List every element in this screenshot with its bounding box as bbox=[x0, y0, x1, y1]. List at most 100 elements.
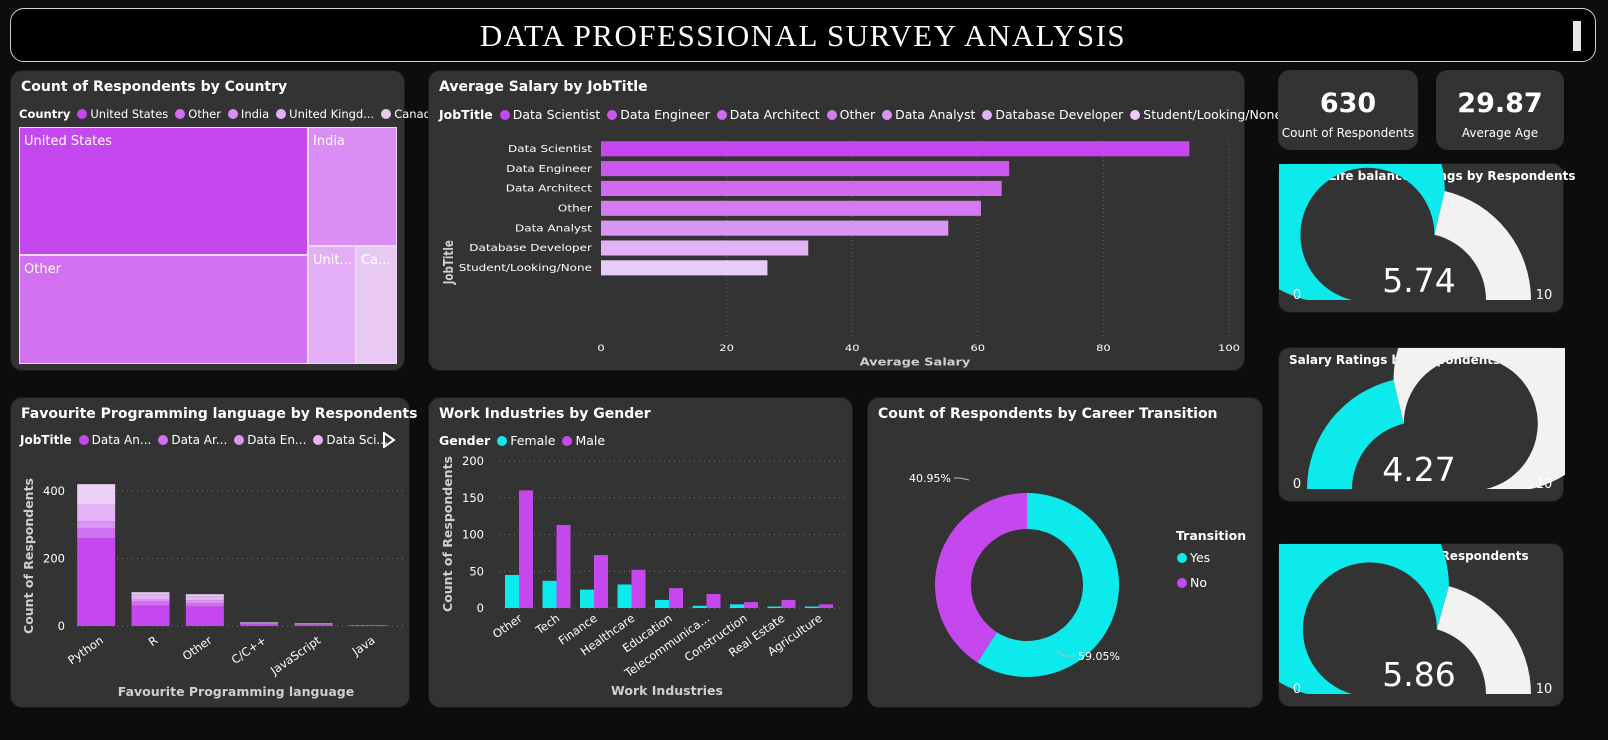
treemap-cell-label: Unit... bbox=[313, 253, 352, 268]
language-legend-item[interactable]: Data En... bbox=[234, 433, 306, 447]
country-legend-item[interactable]: Canada bbox=[381, 107, 438, 121]
industries-legend-item[interactable]: Male bbox=[562, 433, 605, 448]
language-bar-segment bbox=[240, 623, 279, 626]
language-bar-segment bbox=[77, 521, 116, 529]
dashboard-title: DATA PROFESSIONAL SURVEY ANALYSIS bbox=[479, 18, 1127, 53]
language-x-tick-label: Other bbox=[180, 633, 215, 663]
language-stacked-bar-chart[interactable]: 0 200 400 Python R Other C/C++ JavaScript Java Fa… bbox=[11, 456, 409, 706]
legend-dot-icon bbox=[562, 435, 573, 446]
language-bar-segment bbox=[77, 528, 116, 539]
salary-legend-item[interactable]: Student/Looking/None bbox=[1130, 107, 1282, 122]
industries-legend-item[interactable]: Female bbox=[497, 433, 555, 448]
language-bar-segment bbox=[240, 622, 279, 624]
industries-bar bbox=[692, 605, 707, 608]
industries-bar bbox=[505, 574, 519, 608]
country-legend-item[interactable]: Other bbox=[175, 107, 221, 121]
legend-label: Data Analyst bbox=[895, 107, 976, 122]
treemap-cell[interactable]: Unit... bbox=[308, 246, 356, 364]
career-donut-chart[interactable]: 59.05% 40.95% Transition Yes No bbox=[868, 428, 1262, 708]
country-legend-item[interactable]: India bbox=[227, 107, 269, 121]
industries-bar bbox=[631, 569, 646, 608]
language-legend: JobTitle Data An... Data Ar... Data En... D… bbox=[20, 433, 395, 447]
industries-y-axis-label: Count of Respondents bbox=[440, 456, 455, 612]
gauge-max-label: 10 bbox=[1536, 477, 1553, 492]
country-legend-item[interactable]: United Kingd... bbox=[276, 107, 374, 121]
legend-dot-icon bbox=[78, 435, 89, 445]
industries-bar bbox=[706, 594, 721, 608]
industries-bar bbox=[767, 606, 782, 608]
legend-label: Male bbox=[575, 433, 606, 448]
language-x-tick-label: Python bbox=[65, 633, 106, 667]
industries-bar bbox=[669, 588, 683, 608]
language-x-tick-label: Java bbox=[349, 633, 378, 659]
salary-bar bbox=[601, 200, 981, 216]
industries-y-tick-label: 50 bbox=[469, 564, 484, 578]
country-treemap[interactable]: United States Other India Unit... Ca... bbox=[19, 127, 397, 364]
salary-legend-title: JobTitle bbox=[439, 107, 493, 122]
salary-x-tick-label: 100 bbox=[1218, 343, 1240, 354]
industries-legend: Gender Female Male bbox=[439, 433, 612, 448]
industries-x-axis-label: Work Industries bbox=[611, 683, 723, 698]
worklife-gauge[interactable]: 5.74 0 10 bbox=[1279, 164, 1565, 314]
language-bar-segment bbox=[131, 598, 170, 602]
language-x-axis-label: Favourite Programming language bbox=[118, 684, 354, 699]
language-bar-segment bbox=[77, 504, 116, 522]
gauge-value-label: 5.74 bbox=[1382, 261, 1455, 300]
industries-x-tick-label: Other bbox=[490, 611, 525, 641]
career-chart-panel: Count of Respondents by Career Transitio… bbox=[867, 397, 1263, 708]
salary-legend-item[interactable]: Data Scientist bbox=[499, 107, 600, 122]
career-legend-title: Transition bbox=[1176, 528, 1246, 543]
language-bar-segment bbox=[131, 601, 170, 606]
salary-legend-item[interactable]: Other bbox=[826, 107, 875, 122]
salary-legend-item[interactable]: Data Engineer bbox=[607, 107, 710, 122]
salary-x-tick-label: 60 bbox=[970, 343, 985, 354]
gauge-min-label: 0 bbox=[1293, 477, 1301, 492]
industries-y-tick-label: 200 bbox=[462, 454, 484, 468]
gauge-value-label: 4.27 bbox=[1382, 450, 1455, 489]
language-bar-segment bbox=[131, 592, 170, 595]
salary-x-axis-label: Average Salary bbox=[860, 356, 971, 368]
language-legend-item[interactable]: Data Ar... bbox=[158, 433, 227, 447]
industries-chart-title: Work Industries by Gender bbox=[439, 406, 651, 422]
treemap-cell[interactable]: Other bbox=[19, 255, 308, 364]
donut-leader-line bbox=[954, 477, 970, 481]
country-legend-item[interactable]: United States bbox=[77, 107, 168, 121]
salary-legend-item[interactable]: Data Analyst bbox=[882, 107, 975, 122]
salary-x-tick-label: 40 bbox=[845, 343, 860, 354]
treemap-cell[interactable]: United States bbox=[19, 127, 308, 255]
salary-bar-chart[interactable]: 0 20 40 60 80 100 Data Scientist Data Engineer D… bbox=[429, 121, 1244, 371]
salary-y-tick-label: Data Architect bbox=[506, 183, 592, 194]
legend-next-arrow-icon[interactable] bbox=[382, 432, 396, 448]
language-legend-title: JobTitle bbox=[20, 433, 72, 447]
salary-legend-item[interactable]: Data Architect bbox=[716, 107, 820, 122]
legend-dot-icon bbox=[497, 435, 508, 446]
career-legend-item: Yes bbox=[1189, 550, 1210, 565]
industries-bar bbox=[594, 555, 608, 608]
treemap-cell[interactable]: Ca... bbox=[356, 246, 397, 364]
treemap-cell[interactable]: India bbox=[308, 127, 397, 246]
dashboard-banner: DATA PROFESSIONAL SURVEY ANALYSIS bbox=[10, 8, 1596, 62]
donut-leader-line bbox=[1056, 649, 1075, 657]
salary-legend-item[interactable]: Database Developer bbox=[982, 107, 1123, 122]
language-bar-segment bbox=[185, 603, 224, 607]
coworkers-gauge[interactable]: 5.86 0 10 bbox=[1279, 544, 1565, 708]
age-kpi-label: Average Age bbox=[1461, 126, 1539, 140]
salary-rating-gauge[interactable]: 4.27 0 10 bbox=[1279, 348, 1565, 503]
language-legend-item[interactable]: Data An... bbox=[78, 433, 151, 447]
salary-rating-gauge-panel: Salary Ratings by Respondents 4.27 0 10 bbox=[1278, 347, 1565, 503]
country-treemap-panel: Count of Respondents by Country Country … bbox=[10, 70, 438, 371]
donut-data-label: 59.05% bbox=[1078, 650, 1120, 663]
gauge-value-label: 5.86 bbox=[1382, 655, 1455, 694]
salary-bar bbox=[601, 161, 1010, 177]
country-chart-title: Count of Respondents by Country bbox=[21, 79, 288, 95]
scroll-handle[interactable] bbox=[1573, 21, 1581, 51]
industries-chart-panel: Work Industries by Gender Gender Female M… bbox=[428, 397, 853, 708]
treemap-cell-label: Other bbox=[24, 262, 61, 277]
legend-label: Data Sci... bbox=[326, 433, 388, 447]
legend-dot-icon bbox=[175, 109, 186, 119]
language-chart-panel: Favourite Programming language by Respon… bbox=[10, 397, 417, 708]
salary-bar bbox=[601, 260, 768, 276]
donut-data-label: 40.95% bbox=[909, 472, 951, 485]
language-legend-item[interactable]: Data Sci... bbox=[313, 433, 388, 447]
